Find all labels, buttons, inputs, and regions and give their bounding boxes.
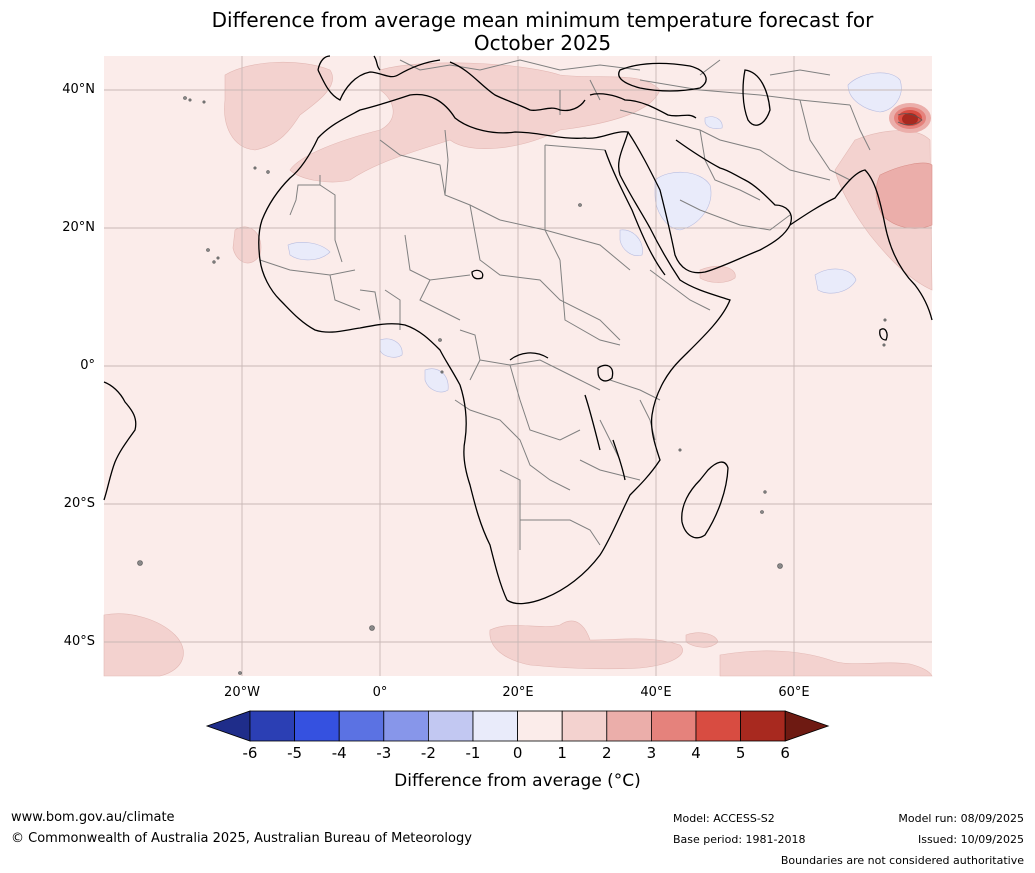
lat-label-40n: 40°N: [62, 82, 95, 97]
islands: [137, 96, 887, 675]
colorbar-title: Difference from average (°C): [394, 771, 641, 791]
colorbar-segment: [427, 710, 474, 742]
colorbar-tick-label: -1: [465, 744, 481, 762]
colorbar-tick-label: -5: [287, 744, 303, 762]
footer-base-period: Base period: 1981-2018: [673, 833, 806, 846]
colorbar-segment: [472, 710, 518, 742]
colorbar-tick-label: -6: [242, 744, 258, 762]
colorbar-tick-label: -4: [331, 744, 347, 762]
colorbar-tick-label: 1: [557, 744, 567, 762]
colorbar-tick-label: 6: [780, 744, 790, 762]
footer-model-run: Model run: 08/09/2025: [898, 812, 1024, 825]
coastlines: [103, 55, 933, 605]
colorbar-segment: [695, 710, 741, 742]
footer-disclaimer: Boundaries are not considered authoritat…: [780, 854, 1024, 867]
anomaly-hotspot: [889, 103, 931, 133]
colorbar-tick-label: -2: [420, 744, 436, 762]
colorbar-extend-high: [784, 710, 830, 742]
colorbar-segment: [294, 710, 340, 742]
lon-label-60e: 60°E: [778, 685, 810, 700]
footer-model: Model: ACCESS-S2: [673, 812, 775, 825]
colorbar-tick-label: 4: [691, 744, 701, 762]
country-borders: [259, 59, 871, 550]
title-line-2: October 2025: [473, 31, 612, 55]
colorbar-segment: [561, 710, 608, 742]
colorbar-tick-label: 3: [646, 744, 657, 762]
lat-label-40s: 40°S: [63, 634, 95, 649]
colorbar-extend-low: [205, 710, 251, 742]
colorbar-segment: [740, 710, 786, 742]
colorbar-tick-label: 0: [512, 744, 523, 762]
map-title: Difference from average mean minimum tem…: [0, 9, 1035, 55]
title-line-1: Difference from average mean minimum tem…: [211, 8, 874, 32]
footer-issued: Issued: 10/09/2025: [917, 833, 1024, 846]
footer-website[interactable]: www.bom.gov.au/climate: [11, 810, 175, 825]
colorbar-tick-label: -3: [376, 744, 392, 762]
lat-label-0: 0°: [80, 358, 95, 373]
colorbar-tick-label: 2: [602, 744, 612, 762]
colorbar-segment: [338, 710, 385, 742]
colorbar-segment: [383, 710, 429, 742]
lat-label-20n: 20°N: [62, 220, 95, 235]
colorbar-segment: [249, 710, 295, 742]
lat-label-20s: 20°S: [63, 496, 95, 511]
lon-label-20w: 20°W: [224, 685, 260, 700]
colorbar-segment: [606, 710, 652, 742]
graticule: [104, 56, 932, 676]
colorbar-segment: [517, 710, 563, 742]
colorbar-tick-label: 5: [735, 744, 746, 762]
lon-label-40e: 40°E: [640, 685, 672, 700]
footer-copyright: © Commonwealth of Australia 2025, Austra…: [11, 831, 472, 846]
lon-label-0: 0°: [372, 685, 388, 700]
lon-label-20e: 20°E: [502, 685, 534, 700]
colorbar-segment: [651, 710, 697, 742]
colorbar: [205, 710, 830, 742]
